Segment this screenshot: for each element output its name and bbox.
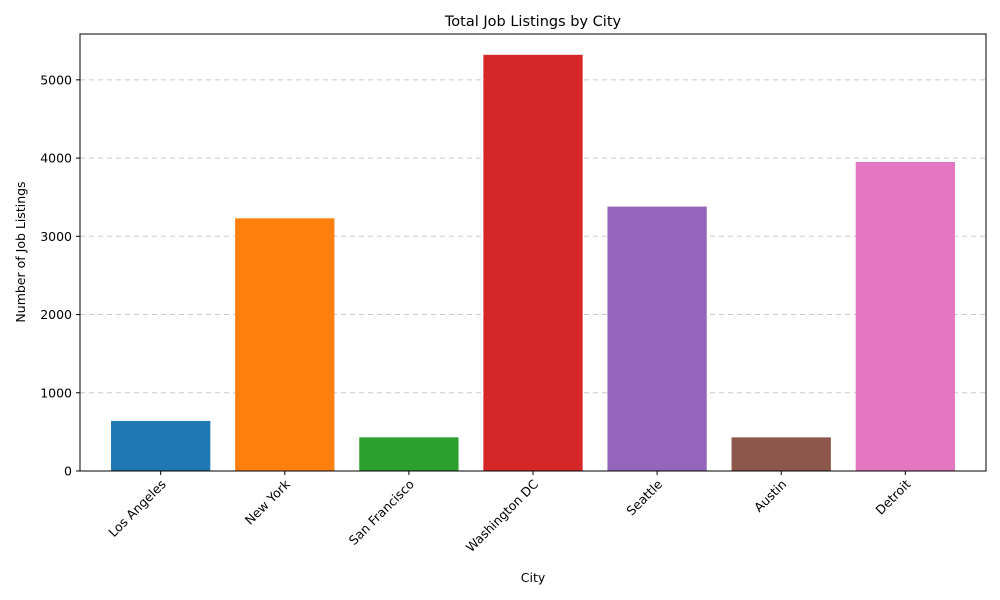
x-tick-label: Seattle — [623, 476, 665, 518]
y-tick-label: 2000 — [40, 307, 72, 322]
bar-seattle — [607, 206, 707, 471]
x-tick-label: Washington DC — [463, 476, 542, 555]
bar-detroit — [855, 161, 955, 471]
y-tick-label: 1000 — [40, 385, 72, 400]
x-tick-label: New York — [242, 476, 294, 528]
y-axis-ticks: 0 1000 2000 3000 4000 5000 — [40, 72, 80, 479]
x-tick-label: Austin — [751, 477, 789, 515]
bar-washington-dc — [483, 54, 583, 472]
y-tick-label: 4000 — [40, 151, 72, 166]
chart-title: Total Job Listings by City — [444, 14, 622, 30]
bars — [111, 54, 955, 472]
y-axis-label: Number of Job Listings — [13, 181, 28, 322]
y-tick-label: 5000 — [40, 72, 72, 87]
x-axis-ticks: Los Angeles New York San Francisco Washingt… — [105, 471, 914, 555]
x-tick-label: Detroit — [872, 476, 913, 517]
x-tick-label: San Francisco — [346, 477, 417, 548]
bar-austin — [731, 437, 831, 471]
x-tick-label: Los Angeles — [105, 477, 168, 540]
x-axis-label: City — [521, 570, 546, 585]
y-tick-label: 0 — [64, 464, 72, 479]
bar-los-angeles — [111, 420, 211, 471]
bar-san-francisco — [359, 437, 459, 471]
y-tick-label: 3000 — [40, 229, 72, 244]
bar-new-york — [235, 218, 335, 471]
